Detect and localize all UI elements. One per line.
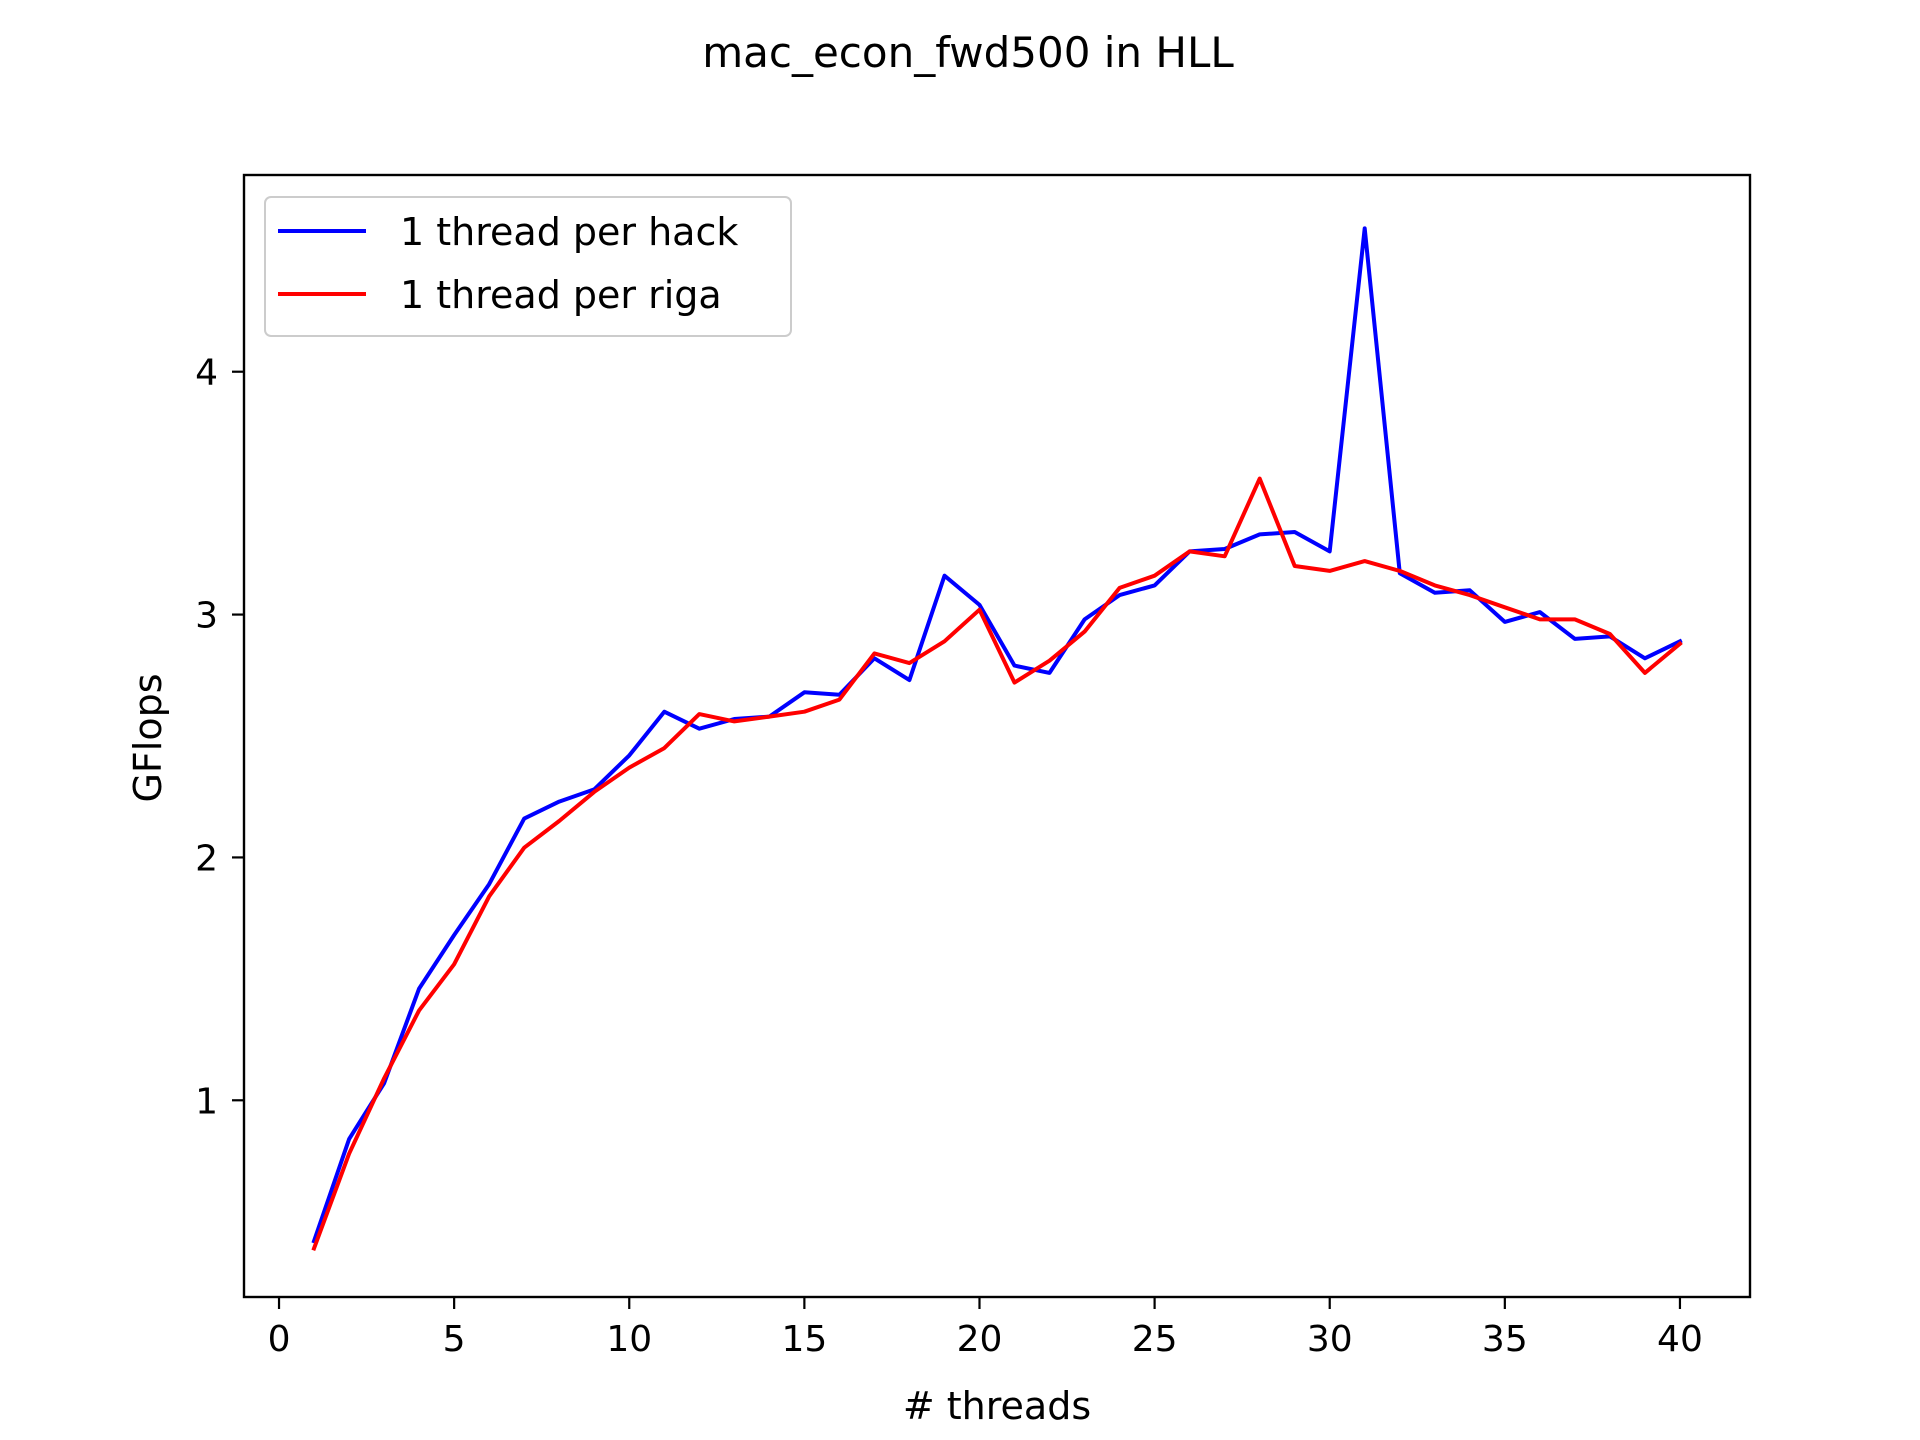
legend-label-hack: 1 thread per hack	[400, 210, 738, 254]
x-tick-label: 15	[781, 1319, 827, 1360]
x-tick-label: 30	[1307, 1319, 1353, 1360]
y-tick-label: 1	[195, 1081, 218, 1122]
x-tick-label: 35	[1482, 1319, 1528, 1360]
y-axis-label: GFlops	[126, 673, 170, 802]
y-tick-label: 2	[195, 838, 218, 879]
y-axis: 1 2 3 4	[195, 353, 244, 1122]
series-line-riga	[311, 476, 1683, 1251]
y-tick-label: 3	[195, 596, 218, 637]
x-tick-label: 40	[1657, 1319, 1703, 1360]
legend-box	[264, 196, 792, 337]
x-tick-label: 0	[268, 1319, 291, 1360]
series-layer	[311, 226, 1683, 1251]
x-axis-label: # threads	[903, 1384, 1091, 1428]
y-tick-label: 4	[195, 353, 218, 394]
legend: 1 thread per hack 1 thread per riga	[264, 196, 792, 337]
plot-area	[242, 173, 1752, 1299]
x-axis: 0 5 10 15 20 25 30 35 40	[268, 1297, 1703, 1360]
chart-title: mac_econ_fwd500 in HLL	[702, 28, 1234, 77]
plot-frame	[242, 173, 1752, 1299]
x-tick-label: 25	[1132, 1319, 1178, 1360]
x-tick-label: 5	[443, 1319, 466, 1360]
legend-label-riga: 1 thread per riga	[400, 273, 722, 317]
x-tick-label: 20	[957, 1319, 1003, 1360]
x-tick-label: 10	[606, 1319, 652, 1360]
